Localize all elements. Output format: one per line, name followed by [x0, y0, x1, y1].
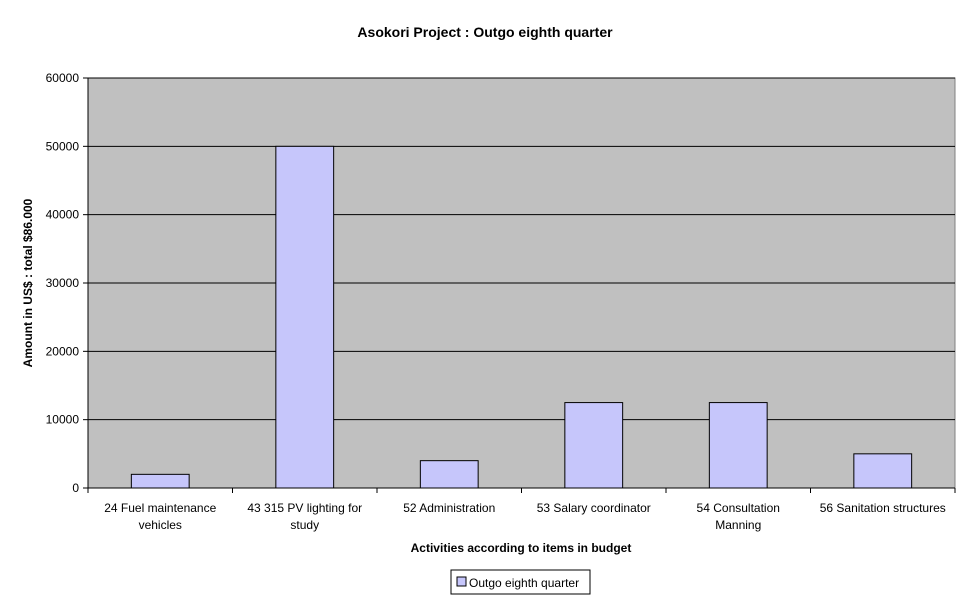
gridlines — [88, 77, 955, 421]
legend-box — [450, 569, 591, 595]
chart-title: Asokori Project : Outgo eighth quarter — [357, 24, 613, 40]
x-tick-label: 43 315 PV lighting for study — [247, 501, 362, 532]
x-tick-label: 54 Consultation Manning — [697, 501, 780, 532]
bar — [853, 453, 913, 489]
y-tick-label: 40000 — [46, 208, 80, 222]
y-tick-label: 20000 — [46, 344, 80, 358]
bar — [130, 473, 190, 489]
y-tick-label: 0 — [72, 481, 79, 495]
x-tick-label: 24 Fuel maintenance vehicles — [104, 501, 216, 532]
y-axis-title: Amount in US$ : total $86.000 — [21, 198, 35, 367]
bar — [708, 402, 768, 489]
bar — [564, 402, 624, 489]
bar — [419, 460, 479, 489]
x-tick-label: 53 Salary coordinator — [537, 501, 651, 515]
bars — [130, 145, 913, 489]
y-tick-label: 10000 — [46, 413, 80, 427]
y-axis-ticks: 0 10000 20000 30000 40000 50000 60000 — [46, 71, 88, 495]
x-axis-labels: 24 Fuel maintenance vehicles 43 315 PV lig… — [87, 488, 956, 532]
x-tick-label: 52 Administration — [403, 501, 495, 515]
x-axis-title: Activities according to items in budget — [411, 541, 632, 555]
y-tick-label: 50000 — [46, 139, 80, 153]
x-tick-label: 56 Sanitation structures — [820, 501, 946, 515]
legend-swatch — [456, 576, 467, 587]
legend-label: Outgo eighth quarter — [469, 576, 579, 590]
bar — [275, 145, 335, 489]
legend: Outgo eighth quarter — [450, 569, 591, 595]
y-tick-label: 30000 — [46, 276, 80, 290]
y-tick-label: 60000 — [46, 71, 80, 85]
